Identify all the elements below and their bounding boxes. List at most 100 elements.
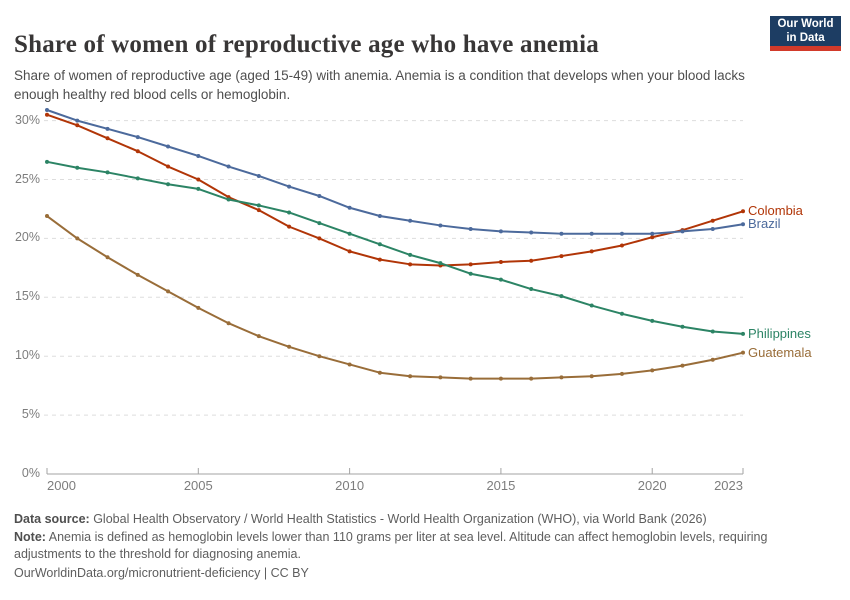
data-point[interactable]	[529, 376, 534, 381]
data-point[interactable]	[468, 271, 473, 276]
data-point[interactable]	[287, 224, 292, 229]
series-label-philippines[interactable]: Philippines	[748, 325, 811, 341]
data-point[interactable]	[710, 357, 715, 362]
data-point[interactable]	[650, 231, 655, 236]
data-point[interactable]	[317, 354, 322, 359]
data-point[interactable]	[196, 305, 201, 310]
data-point[interactable]	[408, 218, 413, 223]
data-point[interactable]	[529, 258, 534, 263]
data-point[interactable]	[741, 350, 745, 355]
data-point[interactable]	[408, 252, 413, 257]
data-point[interactable]	[256, 203, 261, 208]
data-point[interactable]	[680, 363, 685, 368]
data-point[interactable]	[226, 197, 231, 202]
data-point[interactable]	[438, 261, 443, 266]
data-point[interactable]	[559, 375, 564, 380]
data-point[interactable]	[650, 368, 655, 373]
data-point[interactable]	[317, 193, 322, 198]
data-point[interactable]	[438, 375, 443, 380]
data-point[interactable]	[619, 311, 624, 316]
data-point[interactable]	[317, 236, 322, 241]
owid-logo[interactable]: Our World in Data	[770, 16, 841, 51]
data-point[interactable]	[650, 318, 655, 323]
data-point[interactable]	[347, 362, 352, 367]
data-point[interactable]	[287, 210, 292, 215]
data-point[interactable]	[105, 136, 110, 141]
data-point[interactable]	[741, 222, 745, 227]
data-point[interactable]	[166, 164, 171, 169]
data-point[interactable]	[650, 235, 655, 240]
data-point[interactable]	[559, 231, 564, 236]
data-point[interactable]	[45, 107, 49, 112]
data-point[interactable]	[135, 149, 140, 154]
series-label-colombia[interactable]: Colombia	[748, 203, 803, 219]
data-point[interactable]	[105, 126, 110, 131]
data-point[interactable]	[105, 255, 110, 260]
data-point[interactable]	[347, 231, 352, 236]
data-point[interactable]	[619, 231, 624, 236]
data-point[interactable]	[347, 249, 352, 254]
data-point[interactable]	[438, 223, 443, 228]
data-point[interactable]	[498, 229, 503, 234]
data-point[interactable]	[196, 153, 201, 158]
data-point[interactable]	[166, 144, 171, 149]
data-point[interactable]	[680, 229, 685, 234]
data-point[interactable]	[256, 334, 261, 339]
data-point[interactable]	[741, 209, 745, 214]
data-point[interactable]	[287, 344, 292, 349]
data-point[interactable]	[135, 272, 140, 277]
data-point[interactable]	[226, 164, 231, 169]
data-point[interactable]	[45, 214, 49, 219]
data-point[interactable]	[75, 165, 80, 170]
data-point[interactable]	[468, 376, 473, 381]
data-point[interactable]	[619, 243, 624, 248]
data-point[interactable]	[559, 254, 564, 259]
data-point[interactable]	[589, 303, 594, 308]
data-point[interactable]	[75, 118, 80, 123]
data-point[interactable]	[589, 249, 594, 254]
data-point[interactable]	[196, 177, 201, 182]
data-point[interactable]	[710, 329, 715, 334]
data-point[interactable]	[135, 176, 140, 181]
data-point[interactable]	[45, 112, 49, 117]
data-point[interactable]	[619, 371, 624, 376]
data-point[interactable]	[408, 262, 413, 267]
data-point[interactable]	[468, 262, 473, 267]
series-line-colombia[interactable]	[46, 113, 744, 267]
data-point[interactable]	[589, 231, 594, 236]
data-point[interactable]	[408, 374, 413, 379]
data-point[interactable]	[589, 374, 594, 379]
data-point[interactable]	[498, 376, 503, 381]
series-line-brazil[interactable]	[46, 108, 744, 235]
data-point[interactable]	[559, 294, 564, 299]
data-point[interactable]	[377, 242, 382, 247]
data-point[interactable]	[196, 186, 201, 191]
data-point[interactable]	[75, 236, 80, 241]
data-point[interactable]	[710, 218, 715, 223]
data-point[interactable]	[347, 205, 352, 210]
data-point[interactable]	[317, 221, 322, 226]
data-point[interactable]	[105, 170, 110, 175]
data-point[interactable]	[680, 324, 685, 329]
series-label-brazil[interactable]: Brazil	[748, 216, 781, 232]
data-point[interactable]	[710, 226, 715, 231]
data-point[interactable]	[529, 230, 534, 235]
data-point[interactable]	[166, 182, 171, 187]
data-point[interactable]	[166, 289, 171, 294]
data-point[interactable]	[468, 226, 473, 231]
data-point[interactable]	[377, 370, 382, 375]
data-point[interactable]	[226, 321, 231, 326]
data-point[interactable]	[75, 123, 80, 128]
data-point[interactable]	[256, 173, 261, 178]
data-point[interactable]	[529, 287, 534, 292]
data-point[interactable]	[741, 331, 745, 336]
data-point[interactable]	[287, 184, 292, 189]
data-point[interactable]	[135, 135, 140, 140]
data-point[interactable]	[256, 208, 261, 213]
citation-link[interactable]: OurWorldinData.org/micronutrient-deficie…	[14, 566, 309, 580]
data-point[interactable]	[498, 259, 503, 264]
data-point[interactable]	[377, 214, 382, 219]
data-point[interactable]	[498, 277, 503, 282]
series-line-guatemala[interactable]	[46, 215, 744, 380]
series-line-philippines[interactable]	[46, 160, 744, 335]
